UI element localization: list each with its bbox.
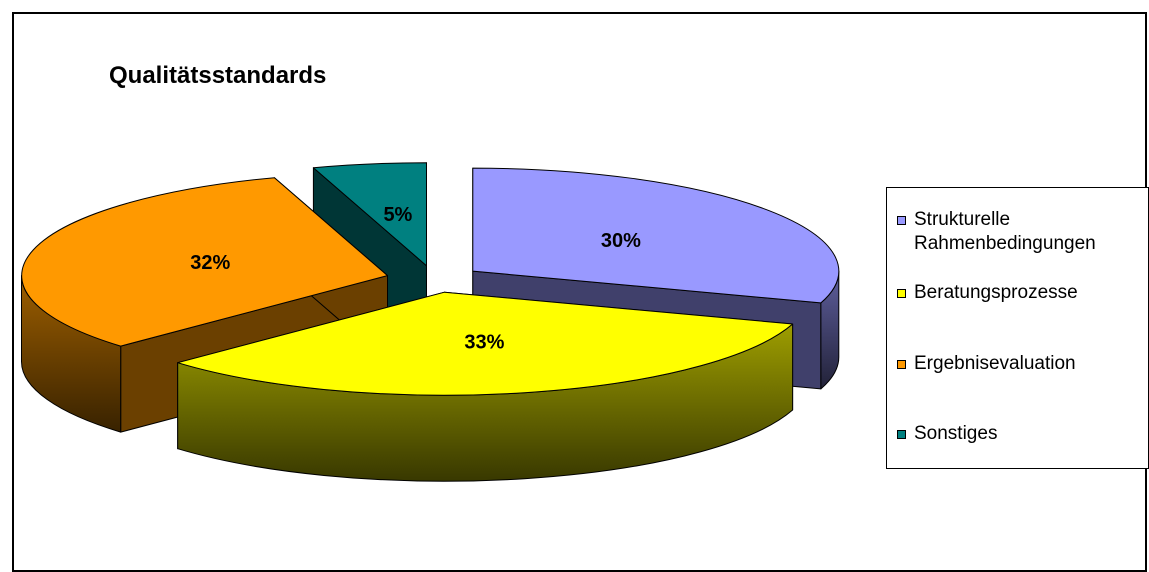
pie-slice — [312, 162, 427, 267]
pie-slice-group — [177, 291, 794, 482]
legend-label: Ergebnisevaluation — [914, 353, 1076, 374]
legend-swatch — [897, 430, 906, 439]
pie-slice — [177, 291, 794, 396]
chart-title: Qualitätsstandards — [109, 62, 327, 89]
legend-label: Strukturelle Rahmenbedingungen — [914, 209, 1096, 254]
pie-slice — [21, 177, 388, 347]
chart-area: Qualitätsstandards 30% 33% 32% 5% Strukture… — [12, 12, 1149, 572]
slice-label: 5% — [383, 204, 412, 226]
slice-label: 30% — [601, 230, 641, 252]
legend-label: Sonstiges — [914, 423, 998, 444]
pie-chart: 30% 33% 32% 5% — [21, 162, 840, 482]
legend: Strukturelle Rahmenbedingungen Beratungs… — [886, 187, 1149, 469]
pie-slice-group — [21, 177, 388, 433]
slice-label: 33% — [464, 331, 504, 353]
slice-label: 32% — [190, 252, 230, 274]
pie-slice — [472, 167, 840, 304]
legend-label: Beratungsprozesse — [914, 282, 1078, 303]
legend-swatch — [897, 289, 906, 298]
legend-swatch — [897, 360, 906, 369]
legend-swatch — [897, 216, 906, 225]
